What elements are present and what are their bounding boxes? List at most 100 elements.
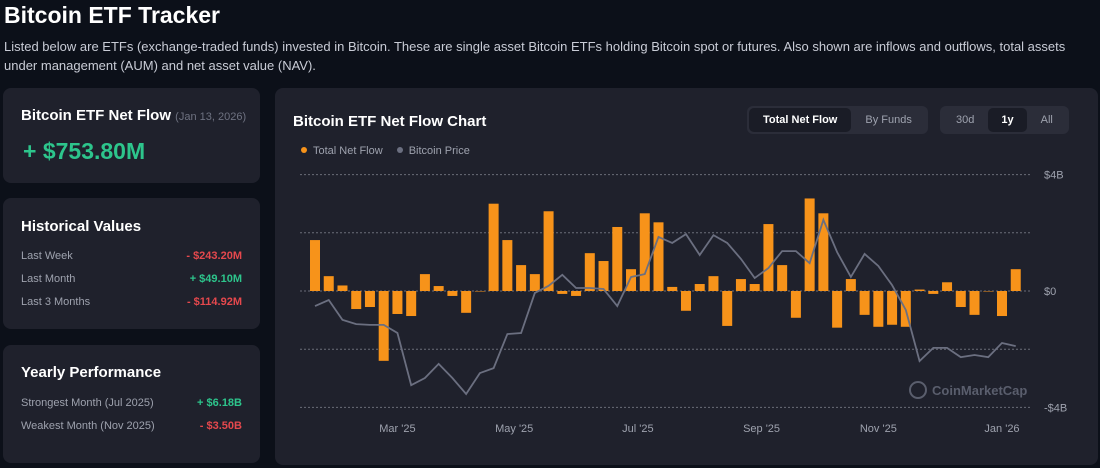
y-tick-label: $0: [1044, 286, 1056, 298]
net-flow-value: + $753.80M: [23, 138, 146, 164]
chart-legend: Total Net Flow Bitcoin Price: [301, 145, 470, 157]
stat-row: Last 3 Months - $114.92M: [21, 296, 242, 308]
flow-bar: [406, 291, 417, 317]
historical-title: Historical Values: [21, 218, 142, 235]
flow-bar: [763, 224, 774, 291]
x-tick-label: Jul '25: [622, 423, 653, 435]
stat-label: Last 3 Months: [21, 296, 91, 308]
flow-bar: [928, 291, 939, 294]
flow-bar: [419, 274, 430, 291]
flow-bar: [818, 213, 829, 291]
stat-row: Last Month + $49.10M: [21, 273, 242, 285]
flow-dot-icon: [301, 147, 307, 153]
flow-bar: [310, 240, 320, 291]
historical-values-card: Historical Values Last Week - $243.20M Las…: [3, 198, 260, 329]
flow-bar: [474, 291, 485, 292]
flow-bar: [955, 291, 966, 308]
stat-label: Last Week: [21, 250, 73, 262]
flow-bar: [708, 276, 719, 291]
tab-by-funds[interactable]: By Funds: [865, 114, 912, 126]
flow-bar: [969, 291, 980, 315]
flow-bar: [735, 279, 746, 291]
flow-bar: [749, 284, 760, 291]
stat-label: Weakest Month (Nov 2025): [21, 420, 155, 432]
page-title: Bitcoin ETF Tracker: [4, 2, 221, 28]
stat-row: Weakest Month (Nov 2025) - $3.50B: [21, 420, 242, 432]
flow-bar: [516, 265, 527, 291]
flow-bar: [942, 282, 953, 291]
view-tabs: Total Net Flow By Funds: [747, 106, 928, 134]
flow-bar: [639, 213, 650, 291]
flow-bar: [832, 291, 843, 328]
flow-bar: [612, 226, 623, 291]
price-dot-icon: [396, 147, 403, 153]
net-flow-chart-panel: Bitcoin ETF Net Flow Chart Total Net Flo…: [275, 88, 1098, 465]
flow-bar: [364, 291, 375, 308]
flow-bar: [845, 279, 856, 291]
stat-value: + $49.10M: [189, 273, 242, 285]
net-flow-date: (Jan 13, 2026): [175, 111, 247, 123]
flow-bar: [777, 265, 788, 291]
flow-bar: [351, 291, 362, 310]
stat-value: - $243.20M: [186, 250, 242, 262]
bitcoin-price-line: [314, 217, 1016, 396]
x-tick-label: Nov '25: [860, 423, 897, 435]
flow-bar: [914, 289, 925, 291]
flow-bar: [378, 291, 389, 361]
flow-bar: [680, 291, 691, 311]
legend-total-net-flow[interactable]: Total Net Flow: [301, 145, 383, 157]
x-tick-label: Jan '26: [984, 423, 1019, 435]
net-flow-card: Bitcoin ETF Net Flow (Jan 13, 2026) + $7…: [3, 88, 260, 183]
yearly-title: Yearly Performance: [21, 364, 162, 381]
page-description: Listed below are ETFs (exchange-traded f…: [4, 39, 1066, 73]
flow-bar: [983, 291, 994, 292]
net-flow-title: Bitcoin ETF Net Flow: [21, 107, 171, 124]
flow-bar: [447, 291, 458, 296]
flow-bar: [790, 291, 801, 318]
flow-bar: [502, 240, 513, 291]
range-tabs: 30d 1y All: [940, 106, 1069, 134]
x-tick-label: Mar '25: [379, 423, 415, 435]
flow-bar: [722, 291, 733, 326]
flow-bar: [667, 286, 678, 291]
flow-bar: [392, 291, 403, 314]
stat-value: + $6.18B: [197, 397, 242, 409]
flow-bar: [598, 261, 609, 291]
flow-bar: [859, 291, 870, 315]
legend-bitcoin-price[interactable]: Bitcoin Price: [396, 145, 470, 157]
yearly-performance-card: Yearly Performance Strongest Month (Jul …: [3, 345, 260, 463]
flow-bar: [873, 291, 884, 327]
stat-value: - $114.92M: [186, 296, 242, 308]
y-tick-label: -$4B: [1044, 402, 1067, 414]
flow-bar: [584, 253, 595, 291]
flow-bar: [433, 286, 444, 291]
flow-bar: [997, 291, 1007, 317]
x-tick-label: May '25: [495, 423, 533, 435]
stat-label: Last Month: [21, 273, 76, 285]
y-tick-label: $4B: [1044, 170, 1064, 182]
stat-value: - $3.50B: [199, 420, 242, 432]
stat-row: Strongest Month (Jul 2025) + $6.18B: [21, 397, 242, 409]
tab-total-net-flow[interactable]: Total Net Flow: [749, 108, 852, 132]
flow-bar: [571, 291, 582, 296]
flow-bar: [653, 222, 664, 291]
flow-bar: [337, 285, 348, 291]
stat-row: Last Week - $243.20M: [21, 250, 242, 262]
flow-bar: [694, 284, 705, 291]
flow-bar: [557, 291, 568, 294]
flow-bar: [529, 274, 540, 291]
flow-bar: [488, 203, 499, 291]
flow-bar: [887, 291, 898, 325]
stat-label: Strongest Month (Jul 2025): [21, 397, 154, 409]
flow-bar: [626, 269, 637, 291]
tab-30d[interactable]: 30d: [956, 114, 975, 126]
watermark: CoinMarketCap: [932, 383, 1027, 398]
flow-bar: [804, 198, 815, 291]
flow-bar: [323, 276, 334, 291]
tab-1y[interactable]: 1y: [988, 108, 1027, 132]
coinmarketcap-logo-icon: [909, 381, 927, 399]
x-tick-label: Sep '25: [743, 423, 780, 435]
flow-bar: [461, 291, 472, 313]
chart-title: Bitcoin ETF Net Flow Chart: [293, 113, 487, 130]
tab-all[interactable]: All: [1040, 114, 1053, 126]
